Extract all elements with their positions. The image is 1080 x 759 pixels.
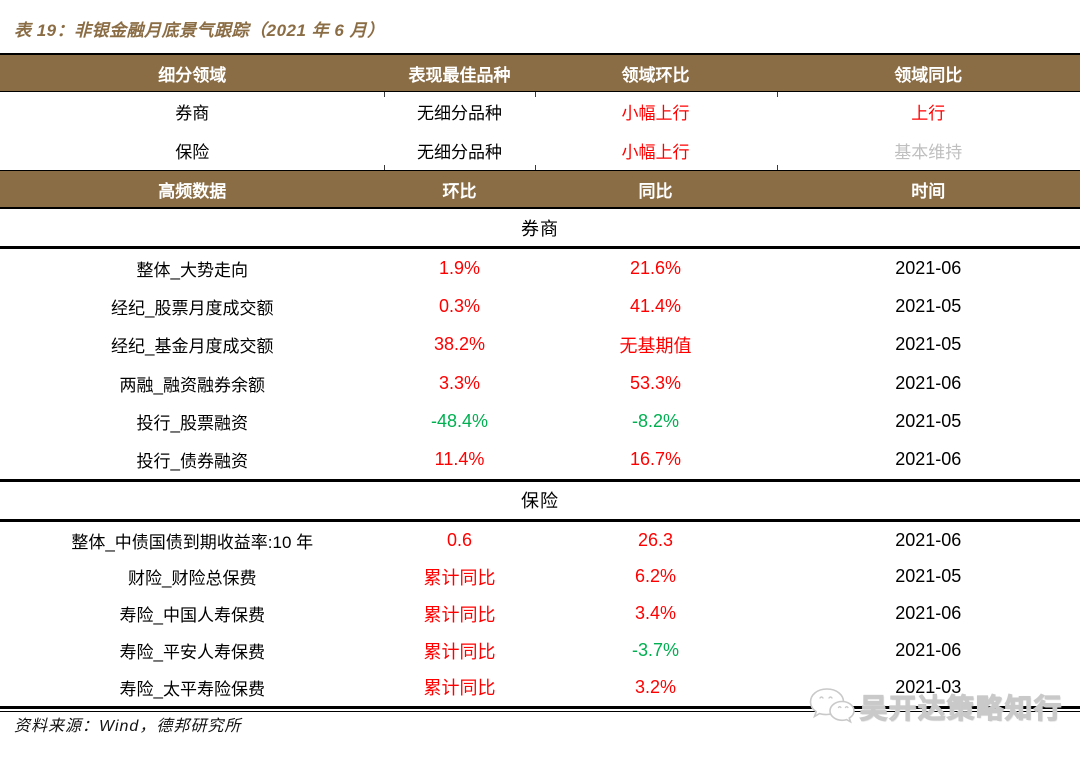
indicator-cell: 寿险_平安人寿保费: [119, 643, 265, 663]
summary-row-insurance: 保险 无细分品种 小幅上行 基本维持: [0, 131, 1080, 170]
indicator-cell: 财险_财险总保费: [128, 569, 257, 589]
yoy-cell: 上行: [911, 104, 946, 123]
detail-header-underline: [0, 207, 1080, 209]
summary-header-segment: 细分领域: [158, 65, 227, 85]
summary-header-best-variety: 表现最佳品种: [408, 65, 511, 85]
summary-header-mom: 领域环比: [621, 65, 690, 85]
data-row: 寿险_平安人寿保费 累计同比 -3.7% 2021-06: [0, 632, 1080, 669]
indicator-cell: 经纪_基金月度成交额: [111, 337, 274, 357]
section-insurance-underline: [0, 518, 1080, 522]
table-title: 表 19：非银金融月底景气跟踪（2021 年 6 月）: [14, 21, 385, 40]
indicator-cell: 投行_债券融资: [136, 452, 248, 472]
watermark-text: 吴开达策略知行: [859, 693, 1063, 724]
section-divider: [0, 478, 1080, 482]
mom-value-cell: 1.9%: [439, 257, 481, 278]
indicator-cell: 投行_股票融资: [136, 413, 248, 433]
yoy-value-cell: 3.4%: [635, 603, 677, 624]
data-row: 经纪_股票月度成交额 0.3% 41.4% 2021-05: [0, 287, 1080, 325]
prosperity-table: 细分领域 表现最佳品种 领域环比 领域同比 券商 无细分品种 小幅上行 上行 保…: [0, 53, 1080, 712]
section-header-brokers: 券商: [521, 218, 559, 239]
data-row: 寿险_中国人寿保费 累计同比 3.4% 2021-06: [0, 595, 1080, 632]
mom-value-cell: -48.4%: [431, 410, 489, 431]
mom-value-cell: 累计同比: [423, 567, 496, 588]
detail-header-row: 高频数据 环比 同比 时间: [0, 171, 1080, 207]
time-cell: 2021-06: [895, 372, 962, 393]
indicator-cell: 寿险_太平寿险保费: [119, 679, 265, 699]
detail-header-yoy: 同比: [638, 181, 673, 201]
yoy-cell: 基本维持: [894, 143, 963, 162]
best-variety-cell: 无细分品种: [417, 104, 503, 123]
data-row: 整体_大势走向 1.9% 21.6% 2021-06: [0, 249, 1080, 287]
summary-row-brokers: 券商 无细分品种 小幅上行 上行: [0, 92, 1080, 131]
table-top-border: [0, 53, 1080, 55]
yoy-value-cell: 无基期值: [619, 335, 692, 356]
data-row: 投行_债券融资 11.4% 16.7% 2021-06: [0, 440, 1080, 478]
time-cell: 2021-06: [895, 603, 962, 624]
source-note: 资料来源：Wind，德邦研究所: [14, 718, 242, 735]
yoy-value-cell: -3.7%: [632, 640, 680, 661]
time-cell: 2021-05: [895, 410, 962, 431]
mom-value-cell: 38.2%: [434, 334, 486, 355]
data-row: 经纪_基金月度成交额 38.2% 无基期值 2021-05: [0, 326, 1080, 364]
mom-cell: 小幅上行: [621, 104, 690, 123]
best-variety-cell: 无细分品种: [417, 143, 503, 162]
time-cell: 2021-06: [895, 257, 962, 278]
time-cell: 2021-05: [895, 295, 962, 316]
yoy-value-cell: 3.2%: [635, 676, 677, 697]
detail-header-topline: [0, 165, 1080, 171]
mom-value-cell: 0.6: [447, 529, 473, 550]
mom-value-cell: 累计同比: [423, 641, 496, 662]
mom-cell: 小幅上行: [621, 143, 690, 162]
yoy-value-cell: 21.6%: [630, 257, 682, 278]
yoy-value-cell: 53.3%: [630, 372, 682, 393]
indicator-cell: 两融_融资融券余额: [119, 375, 265, 395]
segment-cell: 券商: [175, 104, 210, 123]
indicator-cell: 整体_中债国债到期收益率:10 年: [71, 532, 314, 552]
wechat-icon: [809, 688, 855, 724]
yoy-value-cell: 16.7%: [630, 449, 682, 470]
data-row: 投行_股票融资 -48.4% -8.2% 2021-05: [0, 402, 1080, 440]
summary-header-row: 细分领域 表现最佳品种 领域环比 领域同比: [0, 55, 1080, 91]
detail-header-indicator: 高频数据: [158, 181, 227, 201]
indicator-cell: 经纪_股票月度成交额: [111, 298, 274, 318]
section-brokers-underline: [0, 246, 1080, 249]
time-cell: 2021-06: [895, 640, 962, 661]
mom-value-cell: 11.4%: [434, 449, 485, 470]
yoy-value-cell: 26.3: [638, 529, 674, 550]
data-row: 整体_中债国债到期收益率:10 年 0.6 26.3 2021-06: [0, 522, 1080, 559]
yoy-value-cell: 6.2%: [635, 566, 677, 587]
summary-header-underline: [0, 91, 1080, 97]
segment-cell: 保险: [175, 143, 210, 162]
mom-value-cell: 0.3%: [439, 295, 481, 316]
time-cell: 2021-05: [895, 566, 962, 587]
table-bottom-border: [0, 705, 1080, 712]
data-row: 财险_财险总保费 累计同比 6.2% 2021-05: [0, 559, 1080, 596]
indicator-cell: 整体_大势走向: [136, 260, 248, 280]
data-row: 两融_融资融券余额 3.3% 53.3% 2021-06: [0, 364, 1080, 402]
yoy-value-cell: 41.4%: [630, 295, 682, 316]
detail-header-time: 时间: [911, 181, 946, 201]
watermark: 吴开达策略知行: [808, 686, 1063, 726]
indicator-cell: 寿险_中国人寿保费: [119, 606, 265, 626]
time-cell: 2021-03: [895, 676, 962, 697]
section-header-insurance: 保险: [521, 491, 559, 512]
summary-header-yoy: 领域同比: [894, 65, 963, 85]
time-cell: 2021-06: [895, 529, 962, 550]
mom-value-cell: 累计同比: [423, 604, 496, 625]
mom-value-cell: 累计同比: [423, 678, 496, 699]
mom-value-cell: 3.3%: [439, 372, 481, 393]
data-row: 寿险_太平寿险保费 累计同比 3.2% 2021-03: [0, 669, 1080, 706]
time-cell: 2021-05: [895, 334, 962, 355]
yoy-value-cell: -8.2%: [632, 410, 680, 431]
time-cell: 2021-06: [895, 449, 962, 470]
detail-header-mom: 环比: [442, 181, 477, 201]
